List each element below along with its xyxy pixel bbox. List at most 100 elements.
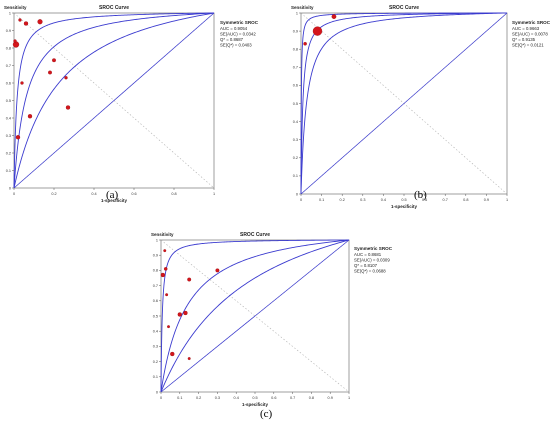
legend-line: AUC = 0.9054 xyxy=(220,26,248,31)
sroc-curve-0 xyxy=(13,12,215,189)
data-point xyxy=(20,81,24,85)
y-tick-label: 1 xyxy=(9,11,11,15)
x-tick-label: 1 xyxy=(348,396,350,400)
data-point xyxy=(27,114,33,119)
panel-c-label: (c) xyxy=(260,408,273,420)
y-axis-label: Sensitivity xyxy=(291,5,314,10)
y-tick-label: 0 xyxy=(9,186,11,190)
x-tick-label: 0.6 xyxy=(271,396,276,400)
data-point xyxy=(15,135,21,140)
legend-line: SE(AUC) = 0.0342 xyxy=(220,32,256,37)
panel-b-label: (b) xyxy=(414,189,427,201)
x-tick-label: 0.2 xyxy=(340,198,345,202)
legend-line: AUC = 0.9663 xyxy=(512,26,540,31)
y-axis-label: Sensitivity xyxy=(151,232,174,237)
legend-line: SE(Q*) = 0.0688 xyxy=(354,269,386,274)
chart-title: SROC Curve xyxy=(99,5,129,11)
legend-line: Q* = 0.8687 xyxy=(220,37,244,42)
data-point xyxy=(331,14,337,19)
data-point xyxy=(37,19,43,25)
legend-title: Symmetric SROC xyxy=(354,246,393,251)
sroc-curve-0 xyxy=(160,239,350,393)
x-tick-label: 0.4 xyxy=(91,192,96,196)
data-point xyxy=(18,18,22,22)
sroc-curve-2 xyxy=(300,12,507,194)
panel-b-chart: 0 0.1 0.2 0.3 0.4 0.5 0.6 0.7 0.8 0.9 1 0 0.1 0.2 0.3 0… xyxy=(291,5,550,209)
x-axis-label: 1-specificity xyxy=(101,198,128,203)
x-axis-label: 1-specificity xyxy=(391,204,418,209)
y-tick-label: 0.7 xyxy=(153,284,158,288)
y-tick-label: 0.4 xyxy=(153,330,158,334)
x-tick-label: 1 xyxy=(506,198,508,202)
y-tick-label: 0.2 xyxy=(153,360,158,364)
data-point xyxy=(170,351,175,357)
panel-a-chart: 0 0.2 0.4 0.6 0.8 1 0 0.1 0.2 0.3 0.4 0.5 0.6 0.7 0.8 0… xyxy=(4,5,259,203)
sroc-curve-2 xyxy=(160,239,350,392)
legend-line: AUC = 0.8681 xyxy=(354,252,382,257)
data-point xyxy=(165,293,169,297)
y-tick-label: 0.7 xyxy=(6,64,11,68)
data-point xyxy=(312,26,323,36)
y-tick-label: 0.9 xyxy=(6,29,11,33)
data-point xyxy=(23,21,29,26)
x-axis-label: 1-specificity xyxy=(242,402,269,407)
x-tick-label: 0.2 xyxy=(196,396,201,400)
y-tick-label: 0.6 xyxy=(293,84,298,88)
x-tick-label: 0 xyxy=(160,396,162,400)
sroc-curve-2 xyxy=(13,12,215,188)
sroc-curve-0 xyxy=(300,12,508,194)
y-tick-label: 0.1 xyxy=(153,375,158,379)
legend-line: Q* = 0.9135 xyxy=(512,37,536,42)
x-tick-label: 0.3 xyxy=(360,198,365,202)
panel-c-chart: 0 0.1 0.2 0.3 0.4 0.5 0.6 0.7 0.8 0.9 1 0 0.1 0.2 0.3 0… xyxy=(151,232,393,407)
sroc-curve-1 xyxy=(13,12,215,189)
x-tick-label: 0.8 xyxy=(309,396,314,400)
chance-line xyxy=(160,239,350,393)
data-point xyxy=(187,277,192,282)
legend-title: Symmetric SROC xyxy=(220,20,259,25)
y-tick-label: 0.5 xyxy=(153,314,158,318)
x-tick-label: 0.4 xyxy=(234,396,239,400)
chance-line xyxy=(13,12,215,189)
data-point xyxy=(177,312,182,317)
x-tick-label: 0.6 xyxy=(422,198,427,202)
data-point xyxy=(48,70,52,75)
chart-title: SROC Curve xyxy=(240,232,270,238)
y-tick-label: 0.5 xyxy=(293,102,298,106)
data-point xyxy=(64,76,68,80)
y-tick-label: 0.3 xyxy=(293,138,298,142)
data-point xyxy=(13,39,17,43)
y-axis-label: Sensitivity xyxy=(4,5,27,10)
y-tick-label: 0.8 xyxy=(153,269,158,273)
data-point xyxy=(303,42,307,46)
x-tick-label: 0.3 xyxy=(215,396,220,400)
y-tick-label: 0.1 xyxy=(293,174,298,178)
data-point xyxy=(160,272,166,278)
legend-line: SE(AUC) = 0.0078 xyxy=(512,32,548,37)
x-tick-label: 0.5 xyxy=(252,396,257,400)
data-point xyxy=(163,267,168,271)
data-point xyxy=(215,268,220,273)
x-tick-label: 0.4 xyxy=(381,198,386,202)
reference-diagonal xyxy=(13,12,215,189)
y-tick-label: 0.6 xyxy=(6,81,11,85)
y-tick-label: 0.4 xyxy=(293,120,298,124)
data-point xyxy=(183,310,188,316)
y-tick-label: 0.3 xyxy=(153,345,158,349)
y-tick-label: 0.6 xyxy=(153,299,158,303)
y-tick-label: 0.4 xyxy=(6,116,11,120)
legend-title: Symmetric SROC xyxy=(512,20,550,25)
y-tick-label: 0.3 xyxy=(6,134,11,138)
x-tick-label: 0.7 xyxy=(443,198,448,202)
data-point xyxy=(163,249,167,253)
x-tick-label: 0 xyxy=(300,198,302,202)
x-tick-label: 0.2 xyxy=(51,192,56,196)
x-tick-label: 0.8 xyxy=(463,198,468,202)
y-tick-label: 0 xyxy=(296,192,298,196)
sroc-curve-1 xyxy=(160,239,350,393)
legend-line: Q* = 0.8107 xyxy=(354,263,378,268)
legend-line: SE(Q*) = 0.0121 xyxy=(512,43,544,48)
sroc-curve-1 xyxy=(300,12,508,194)
chart-title: SROC Curve xyxy=(389,5,419,11)
